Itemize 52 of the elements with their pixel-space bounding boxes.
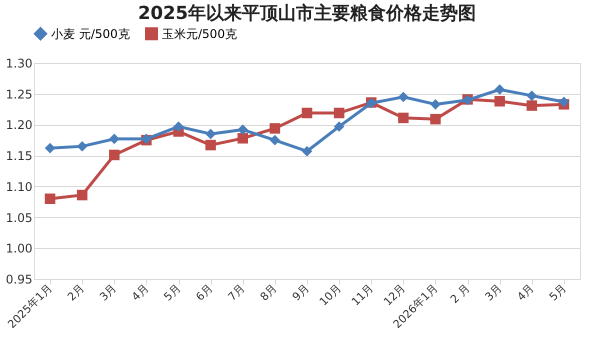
point [238,133,248,144]
x-tick-label: 2月 [65,282,87,304]
x-tick-label: 2 月 [448,282,472,306]
point [270,134,280,146]
x-tick-label: 3月 [97,282,120,304]
point [302,146,312,156]
point [430,99,441,110]
point [334,121,344,132]
point [270,123,280,134]
x-tick-label: 5月 [546,282,569,304]
x-tick-label: 10月 [316,282,344,308]
x-tick-label: 11月 [349,282,376,308]
y-tick-label: 1.10 [6,180,32,194]
point [398,112,409,124]
point [173,121,184,132]
point [398,92,409,102]
x-tick-label: 3月 [482,282,504,304]
legend-label: 小麦 元/500克 [51,26,130,41]
y-tick-label: 0.95 [6,272,32,286]
point [205,128,216,140]
point [558,96,570,108]
x-tick-label: 5月 [161,282,184,304]
point [109,150,120,160]
y-tick-label: 1.15 [6,149,32,164]
y-tick-label: 1.25 [6,87,32,102]
point [44,194,56,204]
point [205,140,216,150]
x-tick-label: 8月 [258,282,280,304]
x-tick-label: 4月 [514,282,537,304]
x-tick-label: 6月 [193,282,216,304]
y-tick-label: 1.20 [6,118,32,132]
point [302,108,312,118]
point [238,124,248,135]
point [494,96,505,107]
chart-title: 2025年以来平顶山市主要粮食价格走势图 [138,3,476,24]
point [430,114,441,124]
point [494,84,505,95]
point [76,141,88,152]
point [526,90,538,101]
point [526,100,538,111]
point [109,134,120,144]
x-tick-label: 12月 [381,282,408,308]
point [44,142,56,154]
y-tick-label: 1.00 [6,242,32,256]
y-tick-label: 1.30 [6,56,32,70]
y-tick-label: 1.05 [6,210,32,225]
point [334,108,344,118]
x-tick-label: 7月 [226,282,248,304]
point [76,190,88,200]
legend-label: 玉米元/500克 [162,26,237,41]
x-tick-label: 4月 [129,282,152,304]
x-tick-label: 9月 [290,282,312,304]
